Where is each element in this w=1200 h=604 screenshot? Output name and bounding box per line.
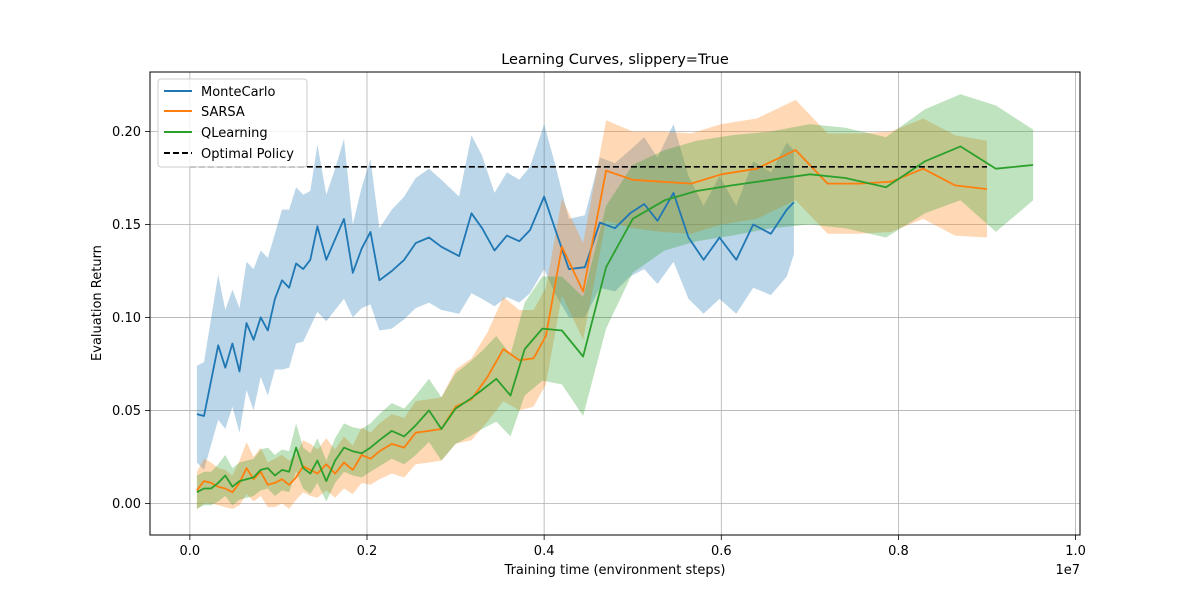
y-tick-label: 0.10: [112, 311, 141, 326]
x-axis-label: Training time (environment steps): [504, 563, 726, 578]
y-tick-label: 0.20: [112, 125, 141, 140]
y-tick-label: 0.05: [112, 404, 141, 419]
band-montecarlo: [196, 124, 794, 470]
grid: [150, 72, 1080, 535]
x-tick-label: 0.6: [711, 544, 732, 559]
legend: MonteCarlo SARSA QLearning Optimal Polic…: [157, 78, 308, 168]
x-tick-label: 0.8: [888, 544, 909, 559]
y-tick-label: 0.15: [112, 218, 141, 233]
x-tick-label: 0.2: [357, 544, 378, 559]
x-tick-label: 1.0: [1065, 544, 1086, 559]
legend-frame: [157, 78, 308, 168]
line-montecarlo: [196, 191, 795, 417]
x-tick-label: 0.0: [180, 544, 201, 559]
chart-title: Learning Curves, slippery=True: [501, 52, 729, 68]
legend-label-optimal-policy: Optimal Policy: [201, 147, 294, 162]
band-sarsa: [196, 99, 987, 510]
series-lines: [189, 145, 1034, 494]
line-qlearning: [196, 145, 1034, 493]
legend-label-qlearning: QLearning: [201, 126, 268, 141]
y-axis-label: Evaluation Return: [90, 245, 105, 361]
plot-frame: [149, 71, 1081, 536]
x-axis-offset-label: 1e7: [1055, 563, 1080, 578]
legend-label-montecarlo: MonteCarlo: [201, 85, 276, 100]
legend-label-sarsa: SARSA: [201, 105, 245, 120]
confidence-bands: [196, 94, 1034, 510]
x-tick-label: 0.4: [534, 544, 555, 559]
y-tick-label: 0.00: [112, 497, 141, 512]
axis-ticks: 0.0 0.2 0.4 0.6 0.8 1.0 0.00 0.05 0.10 0.15 0.20: [112, 125, 1086, 559]
line-sarsa: [196, 149, 988, 494]
band-qlearning: [196, 94, 1034, 510]
